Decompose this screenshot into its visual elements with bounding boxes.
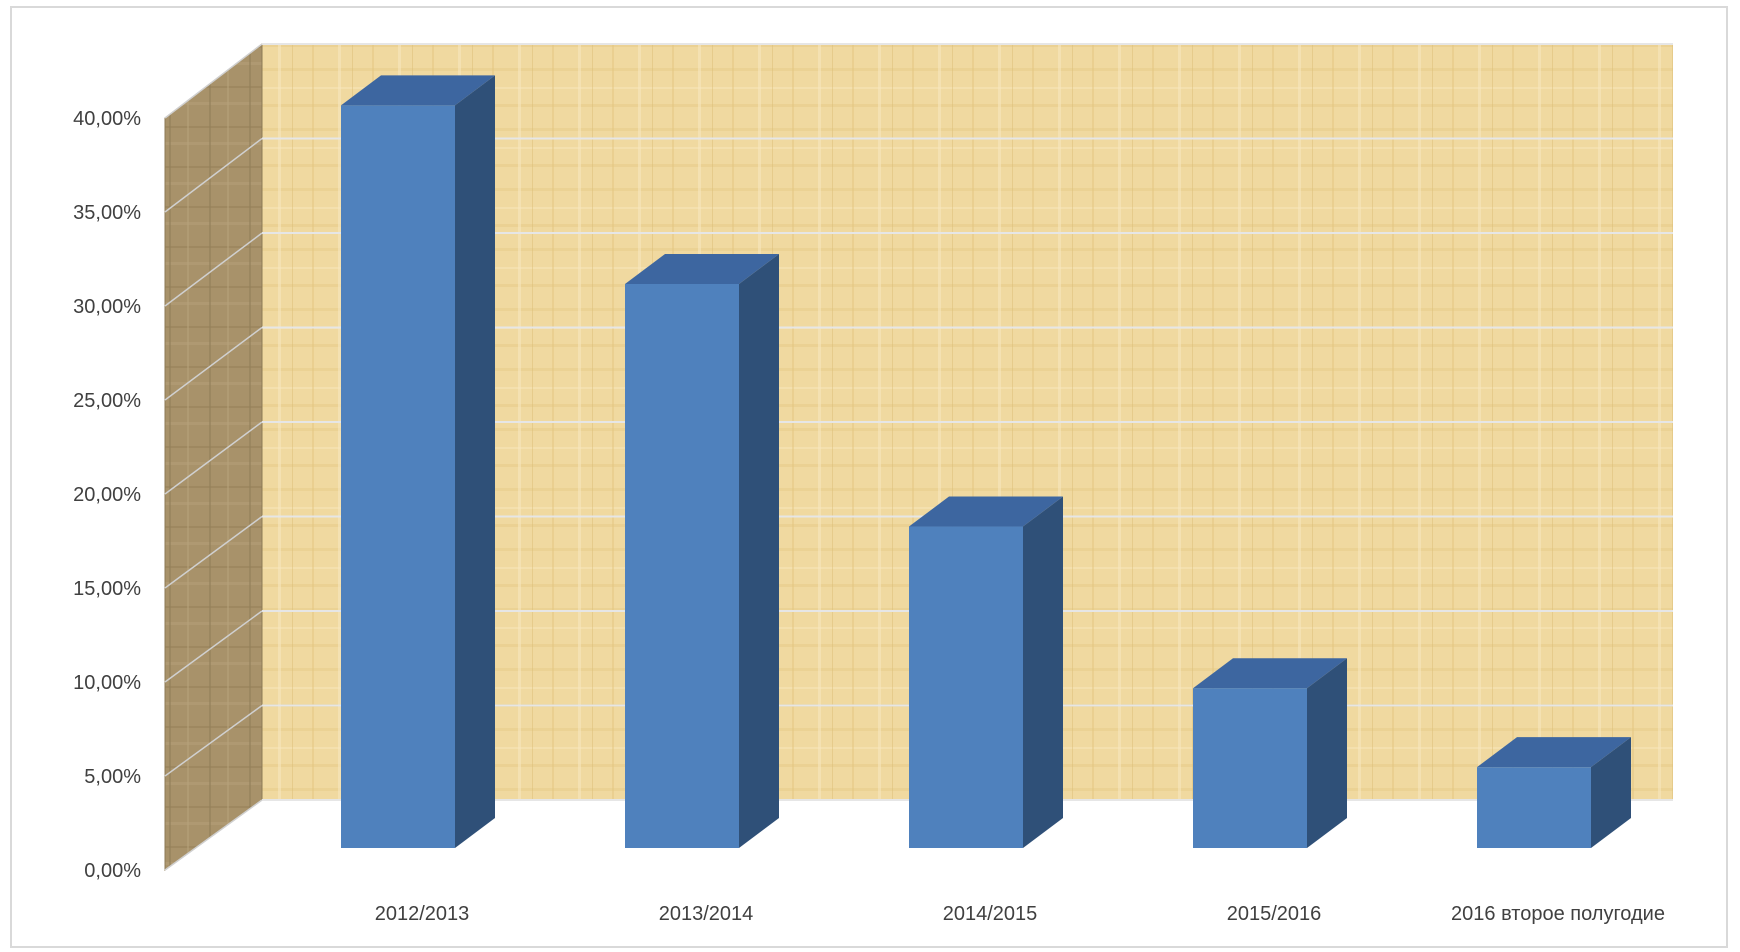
bar-top: [625, 254, 779, 284]
x-axis-labels: 2012/2013 2013/2014 2014/2015 2015/2016 2016…: [375, 903, 1665, 925]
bar: [625, 254, 779, 848]
gridline-side: [164, 232, 263, 307]
y-tick-label: 0,00%: [84, 860, 141, 882]
y-tick-label: 40,00%: [73, 108, 141, 130]
bar-side: [739, 254, 779, 848]
y-tick-label: 25,00%: [73, 390, 141, 412]
bar: [1193, 658, 1347, 848]
y-tick-label: 20,00%: [73, 484, 141, 506]
x-tick-label: 2015/2016: [1227, 903, 1322, 925]
gridline-side: [164, 421, 263, 495]
gridline-side: [164, 610, 263, 683]
gridline-side: [164, 43, 263, 119]
bar-front: [341, 105, 455, 848]
gridline-side: [164, 704, 263, 777]
bar-top: [1477, 737, 1631, 768]
bar-front: [909, 526, 1023, 848]
x-tick-label: 2013/2014: [659, 903, 754, 925]
bar: [341, 75, 495, 848]
bar: [1477, 737, 1631, 848]
bar-front: [1477, 767, 1591, 848]
chart-side-wall: [164, 42, 263, 871]
bar-front: [1193, 688, 1307, 848]
y-tick-label: 35,00%: [73, 202, 141, 224]
bar-side: [455, 75, 495, 848]
bars: [341, 75, 1631, 848]
bar-top: [909, 496, 1063, 527]
y-tick-label: 15,00%: [73, 578, 141, 600]
x-tick-label: 2012/2013: [375, 903, 470, 925]
gridline-side: [164, 515, 263, 589]
y-tick-label: 10,00%: [73, 672, 141, 694]
bar-front: [625, 284, 739, 848]
y-tick-label: 30,00%: [73, 296, 141, 318]
x-tick-label: 2014/2015: [943, 903, 1038, 925]
y-tick-label: 5,00%: [84, 766, 141, 788]
bar-side: [1591, 737, 1631, 848]
gridline-side: [164, 137, 263, 213]
gridline-side: [164, 326, 263, 401]
bar: [909, 496, 1063, 848]
bar-side: [1307, 658, 1347, 848]
y-axis-ticks: 0,00% 5,00% 10,00% 15,00% 20,00% 25,00% 30,00%…: [73, 108, 141, 882]
x-tick-label: 2016 второе полугодие: [1451, 903, 1665, 925]
bar-side: [1023, 496, 1063, 848]
bar-top: [1193, 658, 1347, 689]
gridline-side: [164, 799, 263, 871]
bar-top: [341, 75, 495, 106]
